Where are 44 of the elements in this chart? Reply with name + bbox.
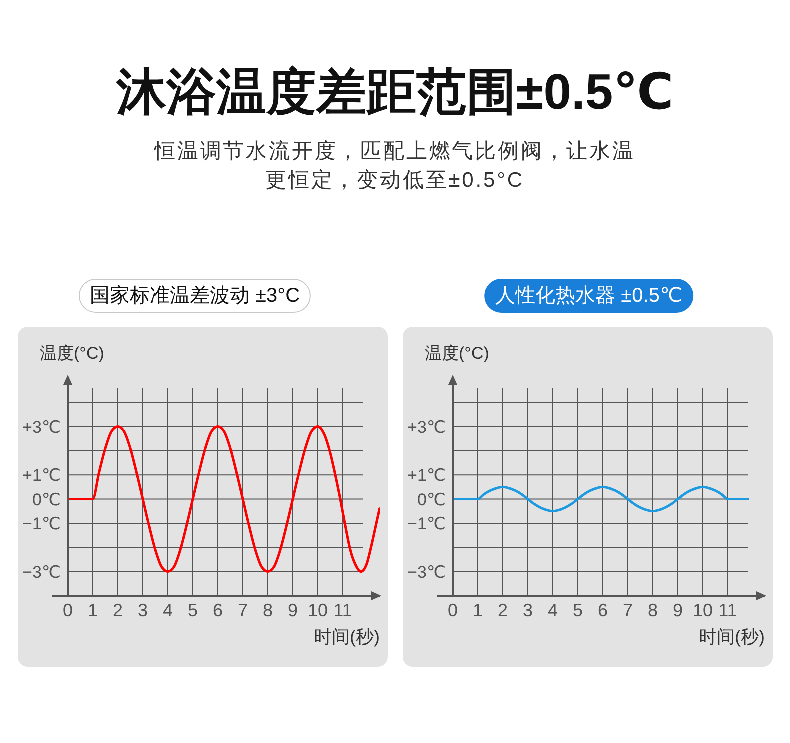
- x-tick-label: 4: [548, 600, 558, 620]
- y-tick-label: +3℃: [408, 418, 446, 437]
- x-tick-label: 0: [62, 600, 74, 620]
- chart-title: 国家标准温差波动 ±3°C: [90, 285, 300, 307]
- x-tick-label: 1: [472, 600, 484, 620]
- x-tick-label: 3: [522, 600, 534, 620]
- x-tick-label: 4: [162, 600, 174, 620]
- x-tick-label: 10: [692, 600, 714, 620]
- y-tick-label: −1℃: [408, 514, 446, 534]
- x-tick-label: 2: [498, 600, 508, 620]
- y-tick-label: 0℃: [417, 490, 446, 510]
- x-tick-label: 10: [308, 600, 328, 620]
- x-tick-label: 8: [648, 600, 658, 620]
- x-axis-title: 时间(秒): [314, 627, 380, 647]
- x-axis-title: 时间(秒): [699, 627, 765, 647]
- x-tick-label: 7: [238, 600, 248, 620]
- x-tick-label: 5: [188, 600, 198, 620]
- x-tick-label: 9: [288, 600, 298, 620]
- x-tick-label: 8: [262, 600, 274, 620]
- y-axis-title: 温度(°C): [425, 344, 490, 363]
- x-tick-label: 5: [572, 600, 584, 620]
- x-tick-label: 7: [622, 600, 634, 620]
- line-series: [68, 425, 380, 574]
- x-tick-label: 3: [138, 600, 148, 620]
- x-tick-label: 11: [334, 600, 352, 620]
- y-tick-label: −3℃: [408, 562, 446, 582]
- y-tick-label: −1℃: [22, 514, 61, 534]
- x-tick-label: 6: [212, 600, 224, 620]
- x-tick-label: 11: [718, 600, 738, 620]
- chart-title: 人性化热水器 ±0.5℃: [496, 285, 682, 307]
- text: 沐浴温度差距范围±0.5℃: [116, 64, 674, 120]
- y-tick-label: +1℃: [22, 466, 61, 486]
- x-tick-label: 2: [112, 600, 124, 620]
- x-tick-label: 0: [448, 600, 458, 620]
- y-tick-label: +3℃: [22, 418, 61, 437]
- x-tick-label: 1: [88, 600, 98, 620]
- x-tick-label: 6: [598, 600, 608, 620]
- line-series: [453, 486, 750, 513]
- y-tick-label: 0℃: [32, 490, 61, 510]
- text: 恒温调节水流开度，匹配上燃气比例阀，让水温更恒定，变动低至±0.5°C: [154, 140, 636, 192]
- y-axis-title: 温度(°C): [40, 344, 104, 363]
- x-tick-label: 9: [672, 600, 684, 620]
- y-tick-label: +1℃: [408, 466, 446, 486]
- y-tick-label: −3℃: [22, 562, 61, 582]
